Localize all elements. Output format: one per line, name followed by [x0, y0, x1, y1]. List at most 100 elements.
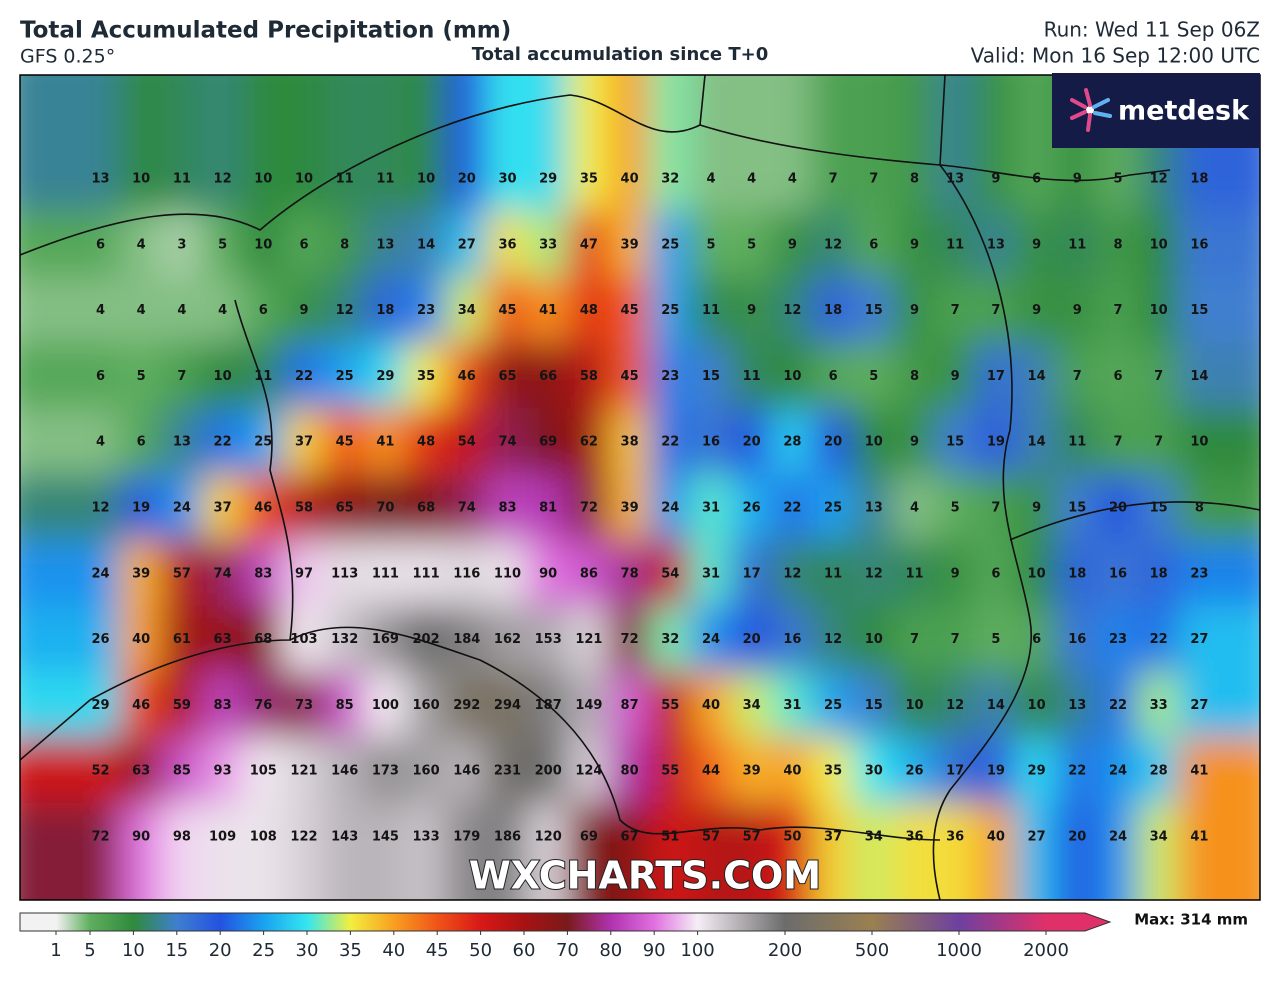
precip-cell: [811, 671, 855, 740]
colorbar: Max: 314 mm 1 5 10 15 20 25 30 35 40 45 50 60 70 80 90…: [19, 911, 1248, 961]
precip-cell: [526, 737, 570, 806]
precip-cell: [771, 474, 814, 542]
colorbar-label: 80: [599, 940, 622, 961]
precip-cell: [648, 737, 692, 806]
precip-cell: [1096, 539, 1140, 608]
title: Total Accumulated Precipitation (mm): [20, 18, 511, 44]
grid-value: 58: [295, 501, 313, 516]
grid-value: 12: [91, 501, 109, 516]
grid-value: 11: [743, 369, 761, 384]
precip-cell: [1178, 210, 1260, 279]
colorbar-label: 20: [209, 940, 232, 961]
colorbar-label: 45: [426, 940, 449, 961]
precip-cell: [160, 737, 204, 806]
grid-value: 4: [137, 237, 146, 252]
precip-cell: [933, 474, 977, 542]
precip-cell: [445, 210, 489, 279]
grid-value: 121: [290, 764, 317, 779]
grid-value: 37: [824, 830, 842, 845]
grid-value: 69: [580, 830, 598, 845]
grid-value: 39: [621, 237, 639, 252]
precip-cell: [1137, 210, 1181, 279]
precip-cell: [323, 605, 367, 674]
grid-value: 19: [987, 435, 1005, 450]
precip-cell: [1015, 75, 1058, 213]
grid-value: 202: [413, 632, 440, 647]
precip-cell: [119, 408, 163, 477]
grid-value: 30: [865, 764, 883, 779]
grid-value: 13: [173, 435, 191, 450]
grid-value: 11: [1068, 435, 1086, 450]
precip-cell: [1015, 276, 1058, 345]
grid-value: 26: [905, 764, 923, 779]
grid-value: 4: [910, 501, 919, 516]
grid-value: 10: [905, 698, 923, 713]
grid-value: 10: [1190, 435, 1208, 450]
precip-cell: [201, 210, 244, 279]
grid-value: 24: [91, 566, 109, 581]
grid-value: 31: [702, 566, 720, 581]
grid-value: 6: [1032, 172, 1041, 187]
precip-cell: [364, 210, 407, 279]
grid-value: 50: [783, 830, 801, 845]
grid-value: 12: [214, 172, 232, 187]
grid-value: 12: [336, 303, 354, 318]
grid-value: 7: [991, 303, 1000, 318]
grid-value: 4: [747, 172, 756, 187]
grid-value: 9: [299, 303, 308, 318]
grid-value: 25: [824, 501, 842, 516]
grid-value: 5: [951, 501, 960, 516]
precip-cell: [445, 474, 489, 542]
precip-cell: [689, 671, 733, 740]
precip-cell: [404, 408, 448, 477]
grid-value: 9: [747, 303, 756, 318]
precip-cell: [1015, 408, 1058, 477]
precip-cell: [730, 342, 774, 411]
precip-cell: [1015, 671, 1058, 740]
colorbar-label: 35: [339, 940, 362, 961]
colorbar-label: 60: [513, 940, 536, 961]
precip-cell: [567, 75, 611, 213]
grid-value: 23: [1109, 632, 1127, 647]
precip-cell: [893, 803, 936, 900]
precip-cell: [119, 75, 163, 213]
precip-cell: [1096, 408, 1140, 477]
precip-cell: [404, 75, 448, 213]
grid-value: 40: [132, 632, 150, 647]
precip-cell: [771, 737, 814, 806]
grid-value: 10: [1028, 698, 1046, 713]
grid-value: 7: [177, 369, 186, 384]
precip-field: [20, 75, 1260, 900]
grid-value: 110: [494, 566, 521, 581]
grid-value: 33: [539, 237, 557, 252]
precip-cell: [1178, 737, 1260, 806]
grid-value: 14: [987, 698, 1005, 713]
grid-value: 12: [1150, 172, 1168, 187]
grid-value: 10: [1028, 566, 1046, 581]
grid-value: 55: [661, 764, 679, 779]
grid-value: 6: [299, 237, 308, 252]
grid-value: 19: [987, 764, 1005, 779]
grid-value: 6: [96, 237, 105, 252]
grid-value: 10: [132, 172, 150, 187]
grid-value: 13: [376, 237, 394, 252]
precip-cell: [933, 342, 977, 411]
grid-value: 20: [743, 435, 761, 450]
precip-cell: [160, 210, 204, 279]
grid-value: 9: [951, 566, 960, 581]
grid-value: 22: [1109, 698, 1127, 713]
precip-cell: [1178, 671, 1260, 740]
grid-value: 200: [535, 764, 562, 779]
precip-cell: [1015, 737, 1058, 806]
grid-value: 3: [177, 237, 186, 252]
precip-cell: [526, 408, 570, 477]
grid-value: 26: [91, 632, 109, 647]
grid-value: 57: [702, 830, 720, 845]
colorbar-label: 15: [165, 940, 188, 961]
precip-cell: [893, 210, 936, 279]
precip-cell: [852, 803, 896, 900]
grid-value: 19: [132, 501, 150, 516]
grid-value: 5: [991, 632, 1000, 647]
grid-value: 45: [498, 303, 516, 318]
grid-value: 132: [331, 632, 358, 647]
